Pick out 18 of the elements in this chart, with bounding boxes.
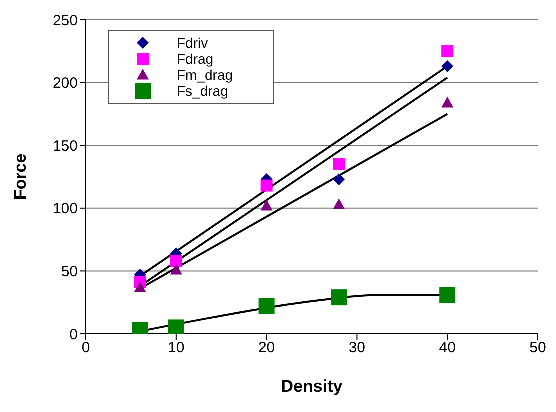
legend-label: Fdrag xyxy=(177,51,214,67)
x-tick-label: 40 xyxy=(439,340,456,357)
x-tick-label: 50 xyxy=(530,340,546,357)
y-tick-label: 200 xyxy=(52,75,78,92)
y-tick-label: 100 xyxy=(52,200,78,218)
y-tick-label: 0 xyxy=(70,326,78,344)
y-axis-title: Force xyxy=(11,154,30,200)
legend-label: Fm_drag xyxy=(177,67,234,83)
x-tick-label: 10 xyxy=(168,340,185,357)
x-tick-label: 0 xyxy=(82,340,90,357)
x-tick-label: 20 xyxy=(258,340,276,357)
y-tick-label: 250 xyxy=(52,12,78,30)
legend-label: Fdriv xyxy=(177,35,208,51)
legend-label: Fs_drag xyxy=(177,83,228,99)
x-axis-title: Density xyxy=(281,377,344,396)
y-tick-label: 150 xyxy=(52,138,78,155)
x-tick-label: 30 xyxy=(348,340,366,357)
y-tick-label: 50 xyxy=(61,264,78,281)
